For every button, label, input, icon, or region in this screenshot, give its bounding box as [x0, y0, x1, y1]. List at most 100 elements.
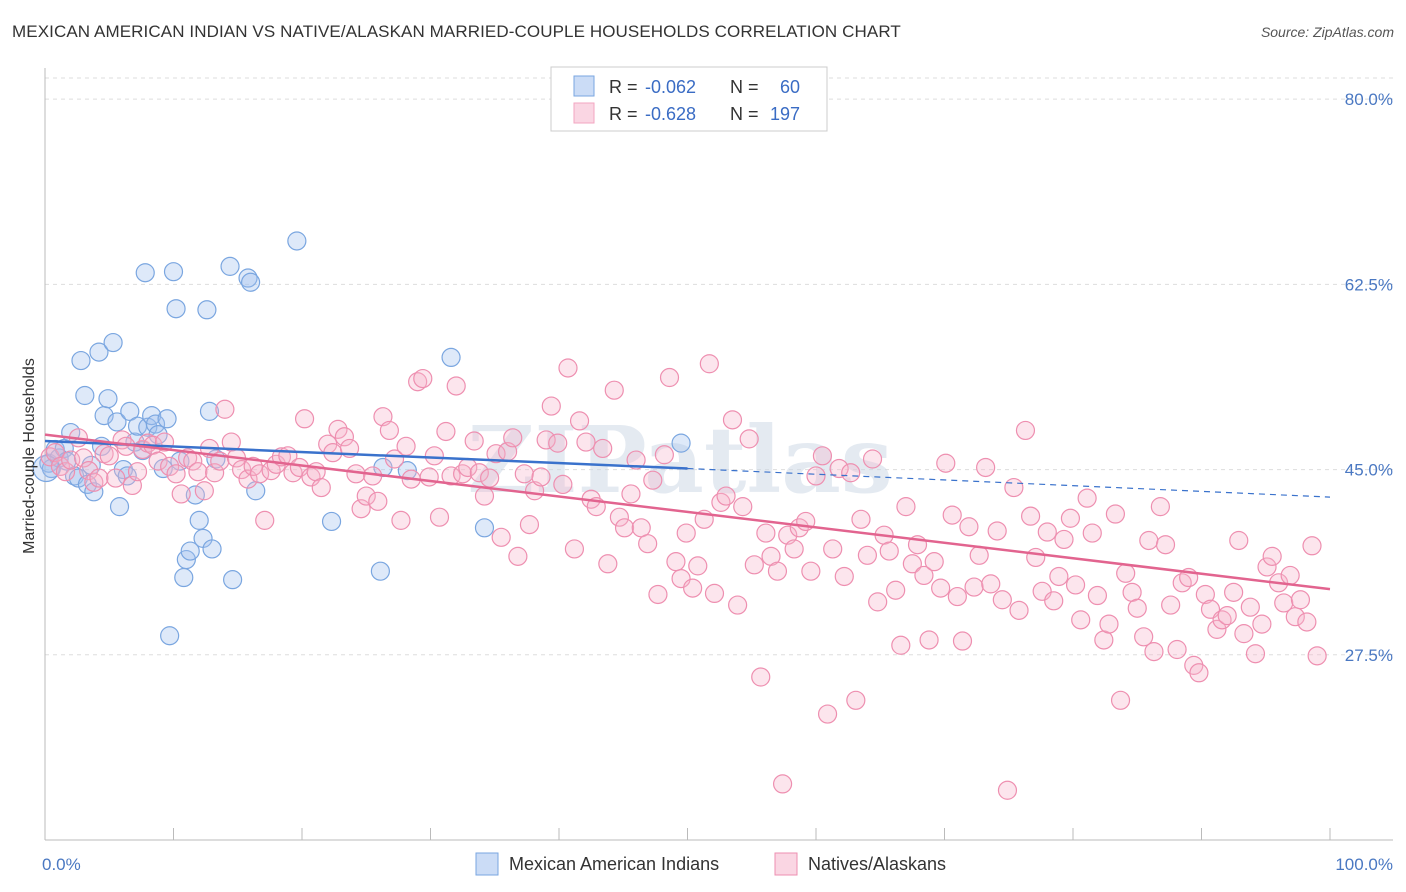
data-point [508, 546, 528, 566]
data-point [194, 481, 214, 501]
legend-r-value: -0.062 [645, 77, 696, 97]
data-point [408, 372, 428, 392]
data-point [553, 474, 573, 494]
data-point [558, 358, 578, 378]
data-point [215, 399, 235, 419]
legend-top: R = -0.062 N = 60 R = -0.628 N = 197 [550, 66, 828, 132]
data-point [598, 554, 618, 574]
data-point [1290, 590, 1311, 610]
data-point [1302, 536, 1322, 556]
data-point [936, 453, 956, 473]
data-point [1144, 642, 1164, 662]
data-point [851, 509, 871, 529]
data-point [648, 584, 668, 605]
data-point [199, 401, 220, 421]
data-point [429, 507, 450, 527]
data-point [166, 299, 186, 319]
data-point [223, 570, 243, 590]
data-point [812, 446, 833, 466]
data-point [1150, 497, 1170, 517]
data-point [189, 510, 209, 530]
data-point [1122, 582, 1142, 602]
data-point [1127, 598, 1147, 618]
data-point [1139, 530, 1159, 551]
data-point [486, 444, 506, 464]
y-tick-label: 80.0% [1345, 90, 1393, 109]
data-point [503, 428, 523, 448]
chart-title: MEXICAN AMERICAN INDIAN VS NATIVE/ALASKA… [12, 22, 901, 41]
data-point [1155, 535, 1176, 555]
data-point [621, 484, 641, 504]
data-point [157, 409, 177, 429]
data-point [117, 466, 137, 486]
data-point [1105, 504, 1126, 524]
data-point [1224, 582, 1244, 602]
data-point [1026, 547, 1046, 568]
legend-box [550, 66, 828, 132]
data-point [829, 458, 849, 479]
legend-label: Mexican American Indians [509, 854, 719, 874]
data-point [711, 492, 731, 512]
legend-label: Natives/Alaskans [808, 854, 946, 874]
data-point [767, 561, 788, 581]
trend-line-mexican-american-indians [44, 439, 688, 470]
data-point [569, 411, 590, 431]
data-point [1167, 639, 1187, 660]
axes [44, 68, 1393, 841]
data-point [1020, 506, 1041, 526]
data-point [109, 497, 130, 517]
data-point [370, 561, 390, 581]
data-point [1274, 593, 1294, 613]
data-point [1134, 627, 1154, 647]
data-point [879, 541, 899, 561]
legend-swatch [573, 75, 595, 97]
data-point [255, 510, 275, 530]
data-point [959, 517, 979, 537]
data-point [1015, 420, 1036, 441]
data-point [391, 510, 411, 530]
data-point [441, 466, 461, 486]
data-point [396, 436, 416, 456]
legend-r-label: R = [609, 104, 638, 124]
y-axis-label: Married-couple Households [21, 358, 38, 554]
x-tick-label: 100.0% [1335, 855, 1393, 874]
data-point [924, 552, 944, 572]
data-point [138, 417, 158, 437]
data-point [841, 463, 861, 483]
data-point [514, 464, 534, 484]
data-point [576, 432, 596, 452]
trend-line-dashed-extension [687, 467, 1331, 498]
data-point [75, 385, 95, 406]
data-point [356, 486, 376, 506]
data-point [1094, 630, 1114, 650]
legend-n-value: 197 [770, 104, 800, 124]
data-point [716, 486, 736, 506]
data-point [683, 578, 703, 598]
data-point [728, 595, 748, 615]
data-point [1207, 619, 1227, 639]
data-point [160, 456, 180, 477]
data-point [241, 272, 261, 292]
data-point [671, 433, 691, 453]
data-point [1161, 595, 1181, 615]
data-point [704, 583, 725, 604]
data-point [1257, 557, 1277, 577]
data-point [120, 401, 140, 421]
data-point [1245, 644, 1266, 664]
data-point [180, 541, 200, 561]
data-point [103, 332, 123, 353]
data-point [71, 350, 91, 371]
data-point [441, 347, 461, 367]
watermark: ZIPatlas [467, 406, 892, 514]
data-point [751, 667, 771, 687]
data-point [1262, 546, 1282, 566]
data-point [1082, 523, 1102, 543]
data-point [160, 626, 180, 646]
data-point [436, 421, 456, 442]
data-point [379, 420, 399, 441]
data-point [744, 555, 764, 575]
data-point [784, 539, 804, 559]
data-point [1297, 612, 1317, 632]
data-point [1307, 646, 1327, 666]
y-tick-label: 27.5% [1345, 646, 1393, 665]
